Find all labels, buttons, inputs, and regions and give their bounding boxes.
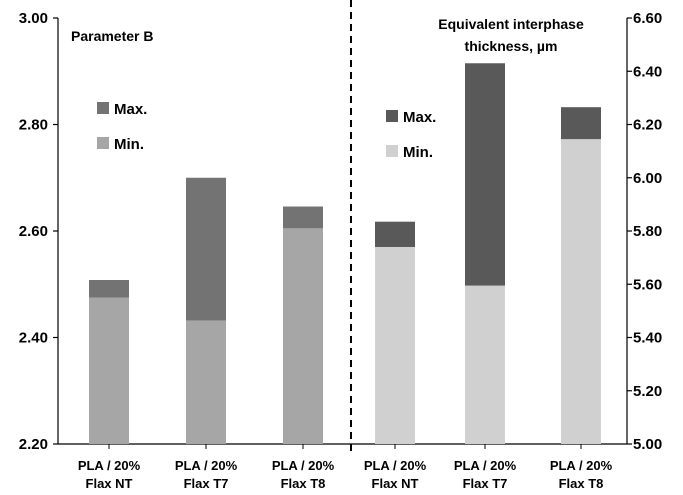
bar-min: [375, 246, 415, 444]
category-label-line2: Flax T8: [281, 476, 326, 491]
category-label-line2: Flax NT: [372, 476, 419, 491]
category-label-line1: PLA / 20%: [550, 458, 613, 473]
right-tick-label: 5.80: [633, 223, 662, 240]
left-tick-label: 2.80: [19, 117, 48, 134]
category-label-line1: PLA / 20%: [272, 458, 335, 473]
right-tick-label: 6.60: [633, 10, 662, 27]
bar-max: [465, 63, 505, 286]
bar-min: [283, 228, 323, 444]
right-tick-label: 5.40: [633, 330, 662, 347]
bar-max: [375, 221, 415, 247]
left-tick-label: 2.40: [19, 330, 48, 347]
bar-min: [186, 320, 226, 444]
category-label-line2: Flax T7: [463, 476, 508, 491]
legends: Max. Min. Max. Min.: [97, 101, 436, 161]
left-tick-label: 2.60: [19, 223, 48, 240]
bar-min: [561, 139, 601, 445]
right-tick-label: 6.20: [633, 117, 662, 134]
category-label-line1: PLA / 20%: [175, 458, 238, 473]
bar-max: [89, 279, 129, 298]
category-label-line2: Flax T8: [559, 476, 604, 491]
category-label-line2: Flax NT: [86, 476, 133, 491]
bar-max: [283, 206, 323, 229]
legend-label-max: Max.: [114, 101, 147, 118]
category-label-line1: PLA / 20%: [454, 458, 517, 473]
legend-label-max: Max.: [403, 109, 436, 126]
bar-min: [465, 285, 505, 444]
category-label-line1: PLA / 20%: [78, 458, 141, 473]
left-tick-label: 3.00: [19, 10, 48, 27]
category-label-line1: PLA / 20%: [364, 458, 427, 473]
legend-swatch-max: [386, 110, 398, 122]
legend-label-min: Min.: [403, 144, 433, 161]
right-tick-label: 5.60: [633, 276, 662, 293]
legend-swatch-min: [386, 145, 398, 157]
axes: [53, 0, 632, 452]
legend-swatch-max: [97, 102, 109, 114]
left-tick-label: 2.20: [19, 436, 48, 453]
labels: 2.20 2.40 2.60 2.80 3.00 5.00 5.20 5.40 5.60 5.80…: [19, 10, 662, 491]
right-tick-label: 5.00: [633, 436, 662, 453]
right-chart-annotation-line2: thickness, µm: [465, 38, 558, 54]
legend-swatch-min: [97, 137, 109, 149]
bars: [89, 63, 601, 445]
right-tick-label: 6.00: [633, 170, 662, 187]
legend-label-min: Min.: [114, 136, 144, 153]
category-label-line2: Flax T7: [184, 476, 229, 491]
left-chart-annotation: Parameter B: [71, 28, 154, 44]
bar-min: [89, 297, 129, 444]
bar-max: [561, 107, 601, 140]
bar-max: [186, 177, 226, 321]
right-chart-annotation-line1: Equivalent interphase: [438, 16, 584, 32]
right-tick-label: 6.40: [633, 63, 662, 80]
right-tick-label: 5.20: [633, 383, 662, 400]
